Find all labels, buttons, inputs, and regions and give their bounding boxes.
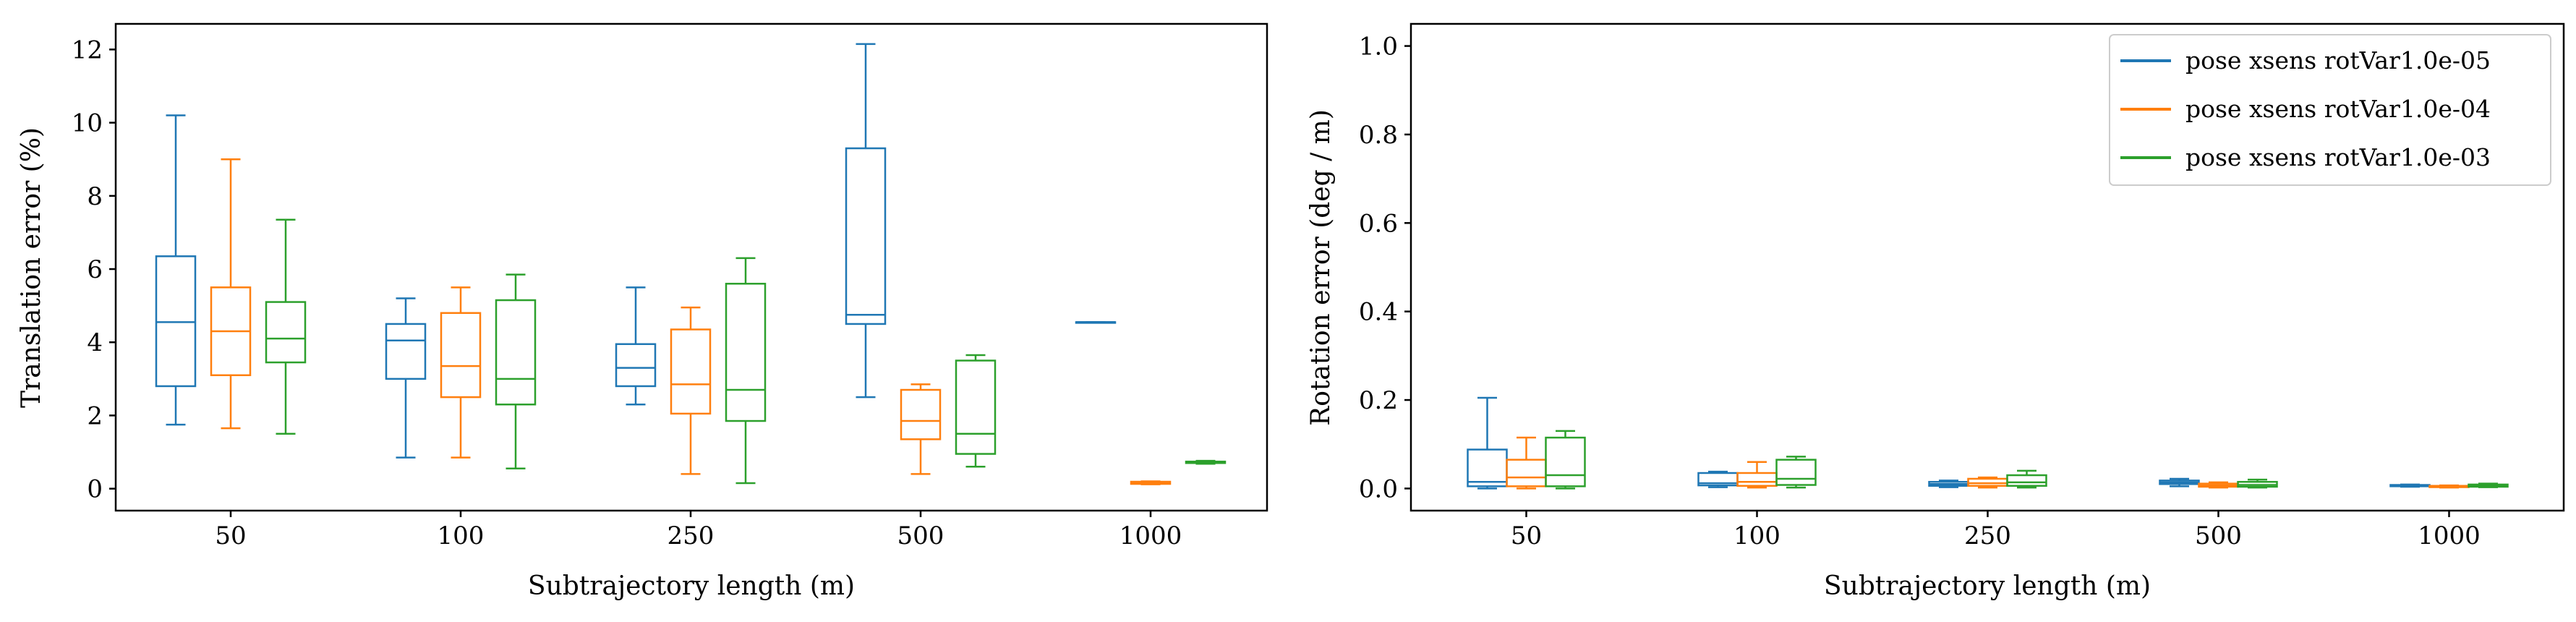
box-100-series-3 (1775, 456, 1817, 489)
box-500-series-2 (900, 383, 942, 475)
box-50-series-3 (1545, 430, 1586, 490)
y-tick-label: 1.0 (1359, 33, 1398, 61)
box-50-series-3 (265, 218, 307, 435)
x-axis-label: Subtrajectory length (m) (1824, 571, 2151, 601)
box-50-series-1 (155, 114, 197, 426)
box-500-series-3 (955, 354, 997, 468)
box-250-series-3 (725, 257, 767, 485)
legend-frame (2109, 34, 2551, 186)
box-250-series-2 (670, 306, 712, 475)
x-tick-label: 250 (668, 521, 715, 550)
y-tick-label: 6 (87, 255, 103, 284)
legend-label-rotvar-1e-05: pose xsens rotVar1.0e-05 (2185, 46, 2491, 74)
x-tick-label: 100 (438, 521, 485, 550)
y-axis-label: Rotation error (deg / m) (1306, 109, 1336, 426)
x-tick-label: 250 (1964, 521, 2011, 550)
box-250-series-1 (1928, 480, 1969, 488)
translation-error-plot: 0 2 4 6 8 10 12 50 100 250 500 1000 Subtrajectory … (17, 22, 1268, 601)
box-1000-series-2 (2428, 484, 2470, 489)
y-tick-label: 0.2 (1359, 386, 1398, 415)
y-tick-label: 0.8 (1359, 121, 1398, 150)
x-tick-label: 500 (2195, 521, 2242, 550)
x-tick-label: 50 (1511, 521, 1542, 550)
box-1000-series-1 (2389, 483, 2431, 488)
legend-label-rotvar-1e-04: pose xsens rotVar1.0e-04 (2185, 95, 2491, 123)
box-500-series-3 (2237, 478, 2278, 489)
box-100-series-2 (440, 286, 482, 459)
box-250-series-3 (2006, 469, 2047, 489)
x-tick-label: 50 (215, 521, 246, 550)
y-axis-label: Translation error (%) (17, 127, 46, 408)
box-500-series-1 (845, 43, 887, 399)
box-500-series-2 (2198, 481, 2239, 489)
x-axis-ticks: 50 100 250 500 1000 (1511, 511, 2481, 550)
legend-label-rotvar-1e-03: pose xsens rotVar1.0e-03 (2185, 143, 2491, 171)
x-tick-label: 500 (897, 521, 944, 550)
x-tick-label: 1000 (2418, 521, 2481, 550)
box-plots (155, 43, 1227, 485)
box-250-series-2 (1967, 476, 2008, 489)
box-500-series-1 (2159, 477, 2200, 487)
y-tick-label: 0.6 (1359, 209, 1398, 238)
y-tick-label: 0.0 (1359, 474, 1398, 503)
y-tick-label: 8 (87, 182, 103, 211)
rotation-error-plot: 0.0 0.2 0.4 0.6 0.8 1.0 50 100 250 500 1000 Subtr… (1306, 22, 2565, 601)
y-axis-ticks: 0 2 4 6 8 10 12 (72, 35, 116, 504)
box-1000-series-1 (1075, 321, 1117, 324)
box-100-series-1 (385, 297, 427, 459)
y-tick-label: 0.4 (1359, 298, 1398, 327)
box-250-series-1 (615, 286, 657, 406)
x-tick-label: 100 (1733, 521, 1780, 550)
y-tick-label: 12 (72, 35, 103, 64)
y-tick-label: 0 (87, 475, 103, 504)
y-tick-label: 4 (87, 328, 103, 357)
x-axis-ticks: 50 100 250 500 1000 (215, 511, 1182, 550)
box-1000-series-3 (2468, 482, 2509, 488)
y-axis-ticks: 0.0 0.2 0.4 0.6 0.8 1.0 (1359, 33, 1411, 503)
x-axis-label: Subtrajectory length (m) (528, 571, 855, 601)
y-tick-label: 2 (87, 401, 103, 430)
x-tick-label: 1000 (1119, 521, 1182, 550)
box-plots (1467, 396, 2509, 490)
y-tick-label: 10 (72, 109, 103, 138)
box-50-series-2 (210, 158, 252, 430)
box-100-series-3 (495, 273, 537, 470)
legend: pose xsens rotVar1.0e-05 pose xsens rotV… (2109, 34, 2551, 186)
box-1000-series-3 (1185, 459, 1227, 465)
box-1000-series-2 (1130, 480, 1172, 485)
